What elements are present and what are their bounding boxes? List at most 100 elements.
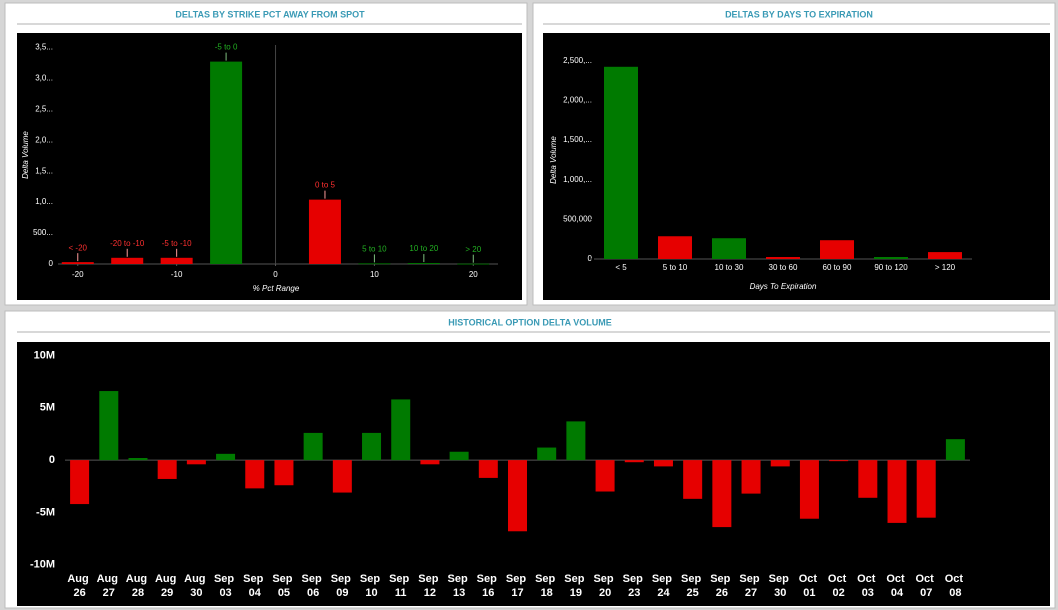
bar-label: 0 to 5 — [315, 181, 336, 190]
x-tick-label: -20 — [72, 270, 84, 279]
bar — [274, 460, 294, 486]
y-tick-label: -10M — [30, 559, 55, 571]
bar-label: -5 to 0 — [215, 43, 238, 52]
x-tick-label: Sep 19 — [564, 573, 587, 599]
bar — [457, 263, 490, 265]
bar — [741, 460, 761, 494]
bar — [449, 451, 469, 461]
x-tick-label: 20 — [469, 270, 478, 279]
x-tick-label: 90 to 120 — [874, 263, 908, 272]
bar-label: 5 to 10 — [362, 244, 387, 253]
y-tick-label: 0 — [49, 454, 55, 466]
bar — [407, 263, 440, 264]
bar — [362, 432, 382, 461]
bar — [332, 460, 352, 493]
bar — [160, 257, 193, 264]
x-tick-label: < 5 — [615, 263, 627, 272]
x-tick-label: Sep 25 — [681, 573, 704, 599]
bar — [70, 460, 90, 505]
bar — [391, 399, 411, 461]
y-tick-label: 10M — [34, 349, 55, 361]
x-axis-title: Days To Expiration — [750, 282, 817, 291]
bar — [820, 240, 854, 259]
x-tick-label: Oct 07 — [916, 573, 937, 599]
bar-label: 10 to 20 — [409, 244, 438, 253]
x-tick-label: Sep 05 — [272, 573, 295, 599]
plot-background — [17, 33, 522, 300]
x-tick-label: Sep 16 — [477, 573, 500, 599]
x-tick-label: 10 — [370, 270, 379, 279]
bar-label: -20 to -10 — [110, 239, 145, 248]
y-tick-label: 0 — [588, 254, 593, 263]
bar — [303, 432, 323, 461]
x-tick-label: Sep 03 — [214, 573, 237, 599]
x-tick-label: Sep 12 — [418, 573, 441, 599]
x-tick-label: Oct 08 — [945, 573, 966, 599]
bar — [887, 460, 907, 523]
bar — [210, 61, 243, 265]
x-tick-label: 30 to 60 — [769, 263, 798, 272]
x-tick-label: Sep 23 — [623, 573, 646, 599]
x-tick-label: Aug 27 — [97, 573, 121, 599]
bar-label: > 20 — [465, 245, 481, 254]
bar — [799, 460, 819, 519]
x-tick-label: Sep 11 — [389, 573, 412, 599]
bar — [604, 66, 638, 259]
y-tick-label: 2,5... — [35, 104, 53, 113]
x-tick-label: 10 to 30 — [715, 263, 744, 272]
bar — [128, 458, 148, 461]
bar — [420, 460, 440, 465]
bar — [712, 238, 746, 259]
bar — [61, 262, 94, 264]
x-tick-label: -10 — [171, 270, 183, 279]
x-tick-label: Sep 27 — [739, 573, 762, 599]
y-tick-label: 0 — [49, 259, 54, 268]
bar — [478, 460, 498, 478]
x-tick-label: > 120 — [935, 263, 956, 272]
x-tick-label: Sep 09 — [331, 573, 354, 599]
chart-title: HISTORICAL OPTION DELTA VOLUME — [448, 317, 612, 327]
bar — [770, 460, 790, 467]
bar — [537, 447, 557, 461]
bar — [916, 460, 936, 518]
bar-label: -5 to -10 — [162, 239, 192, 248]
bar — [216, 453, 236, 461]
x-tick-label: Sep 20 — [593, 573, 616, 599]
bar — [928, 252, 962, 259]
y-tick-label: 5M — [40, 402, 55, 414]
x-tick-label: Sep 26 — [710, 573, 733, 599]
y-axis-title: Delta Volume — [549, 136, 558, 184]
bar — [308, 199, 341, 264]
x-tick-label: Sep 13 — [447, 573, 470, 599]
bar — [111, 257, 144, 264]
bar — [358, 263, 391, 265]
x-tick-label: Aug 28 — [126, 573, 150, 599]
x-tick-label: Oct 01 — [799, 573, 820, 599]
bar — [245, 460, 265, 489]
x-tick-label: Sep 18 — [535, 573, 558, 599]
bar — [829, 460, 849, 462]
x-tick-label: 5 to 10 — [663, 263, 688, 272]
y-axis-title: Delta Volume — [21, 131, 30, 179]
y-tick-label: 500,000 — [563, 214, 592, 223]
bar — [157, 460, 177, 479]
y-tick-label: 500... — [33, 228, 53, 237]
plot-background — [17, 342, 1050, 606]
bar — [858, 460, 878, 498]
y-tick-label: 1,000,... — [563, 175, 592, 184]
x-tick-label: Sep 06 — [302, 573, 325, 599]
y-tick-label: 2,000,... — [563, 96, 592, 105]
bar — [945, 439, 965, 461]
x-tick-label: Sep 24 — [652, 573, 675, 599]
x-tick-label: Oct 03 — [857, 573, 878, 599]
x-tick-label: Sep 17 — [506, 573, 529, 599]
x-tick-label: 60 to 90 — [823, 263, 852, 272]
bar — [595, 460, 615, 492]
bar — [683, 460, 703, 499]
y-tick-label: 3,0... — [35, 73, 53, 82]
y-tick-label: 3,5... — [35, 42, 53, 51]
bar — [658, 236, 692, 259]
bar — [99, 391, 119, 461]
x-tick-label: Aug 29 — [155, 573, 179, 599]
